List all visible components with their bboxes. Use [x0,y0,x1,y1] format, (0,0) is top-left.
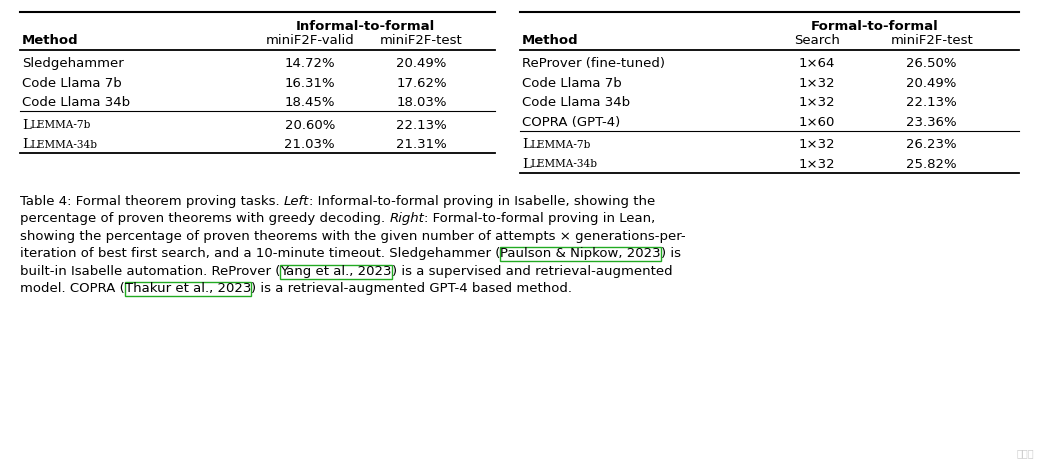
Text: model. COPRA (: model. COPRA ( [20,282,125,295]
Text: 1×32: 1×32 [799,96,835,109]
Text: 18.03%: 18.03% [396,96,447,109]
Text: 1×60: 1×60 [799,116,835,129]
Text: 1×32: 1×32 [799,138,835,151]
Text: ) is a retrieval-augmented GPT-4 based method.: ) is a retrieval-augmented GPT-4 based m… [251,282,572,295]
Text: miniF2F-test: miniF2F-test [890,34,974,47]
Bar [281,265,392,279]
Text: ) is a supervised and retrieval-augmented: ) is a supervised and retrieval-augmente… [392,265,672,278]
Text: 16.31%: 16.31% [285,77,335,89]
Text: 20.60%: 20.60% [285,119,335,132]
Text: 21.03%: 21.03% [285,138,335,151]
Text: Left: Left [284,195,310,208]
Bar [125,282,251,296]
Text: Formal-to-formal: Formal-to-formal [810,20,938,33]
Text: Code Llama 7b: Code Llama 7b [522,77,621,89]
Text: percentage of proven theorems with greedy decoding.: percentage of proven theorems with greed… [20,212,390,225]
Text: LEMMA-34b: LEMMA-34b [531,159,597,169]
Text: ReProver (fine-tuned): ReProver (fine-tuned) [522,57,665,70]
Text: 20.49%: 20.49% [396,57,447,70]
Text: miniF2F-valid: miniF2F-valid [265,34,354,47]
Text: 20.49%: 20.49% [906,77,957,89]
Text: Table 4: Formal theorem proving tasks.: Table 4: Formal theorem proving tasks. [20,195,284,208]
Text: iteration of best first search, and a 10-minute timeout. Sledgehammer (: iteration of best first search, and a 10… [20,247,501,260]
Text: 21.31%: 21.31% [396,138,447,151]
Text: : Formal-to-formal proving in Lean,: : Formal-to-formal proving in Lean, [424,212,656,225]
Text: Sledgehammer: Sledgehammer [22,57,124,70]
Text: 1×32: 1×32 [799,77,835,89]
Text: 22.13%: 22.13% [906,96,957,109]
Text: Method: Method [522,34,579,47]
Text: COPRA (GPT-4): COPRA (GPT-4) [522,116,620,129]
Text: Right: Right [390,212,424,225]
Text: Code Llama 34b: Code Llama 34b [22,96,130,109]
Text: Informal-to-formal: Informal-to-formal [296,20,435,33]
Text: 22.13%: 22.13% [396,119,447,132]
Text: Method: Method [22,34,79,47]
Text: 17.62%: 17.62% [396,77,447,89]
Text: 25.82%: 25.82% [906,158,957,171]
Text: L: L [22,138,31,151]
Text: LEMMA-34b: LEMMA-34b [30,140,98,150]
Text: Search: Search [794,34,840,47]
Text: 18.45%: 18.45% [285,96,335,109]
Bar [501,247,661,261]
Text: 26.23%: 26.23% [906,138,957,151]
Text: 14.72%: 14.72% [285,57,335,70]
Text: 26.50%: 26.50% [906,57,957,70]
Text: Paulson & Nipkow, 2023: Paulson & Nipkow, 2023 [501,247,661,260]
Text: Code Llama 34b: Code Llama 34b [522,96,630,109]
Text: : Informal-to-formal proving in Isabelle, showing the: : Informal-to-formal proving in Isabelle… [310,195,656,208]
Text: LEMMA-7b: LEMMA-7b [531,140,591,150]
Text: Thakur et al., 2023: Thakur et al., 2023 [125,282,251,295]
Text: ) is: ) is [661,247,681,260]
Text: built-in Isabelle automation. ReProver (: built-in Isabelle automation. ReProver ( [20,265,281,278]
Text: L: L [522,158,531,171]
Text: 新智元: 新智元 [1016,448,1034,458]
Text: L: L [22,119,31,132]
Text: LEMMA-7b: LEMMA-7b [30,120,90,130]
Text: 23.36%: 23.36% [906,116,957,129]
Text: Code Llama 7b: Code Llama 7b [22,77,122,89]
Text: L: L [522,138,531,151]
Text: Yang et al., 2023: Yang et al., 2023 [281,265,392,278]
Text: showing the percentage of proven theorems with the given number of attempts × ge: showing the percentage of proven theorem… [20,230,686,243]
Text: 1×32: 1×32 [799,158,835,171]
Text: miniF2F-test: miniF2F-test [380,34,462,47]
Text: 1×64: 1×64 [799,57,835,70]
